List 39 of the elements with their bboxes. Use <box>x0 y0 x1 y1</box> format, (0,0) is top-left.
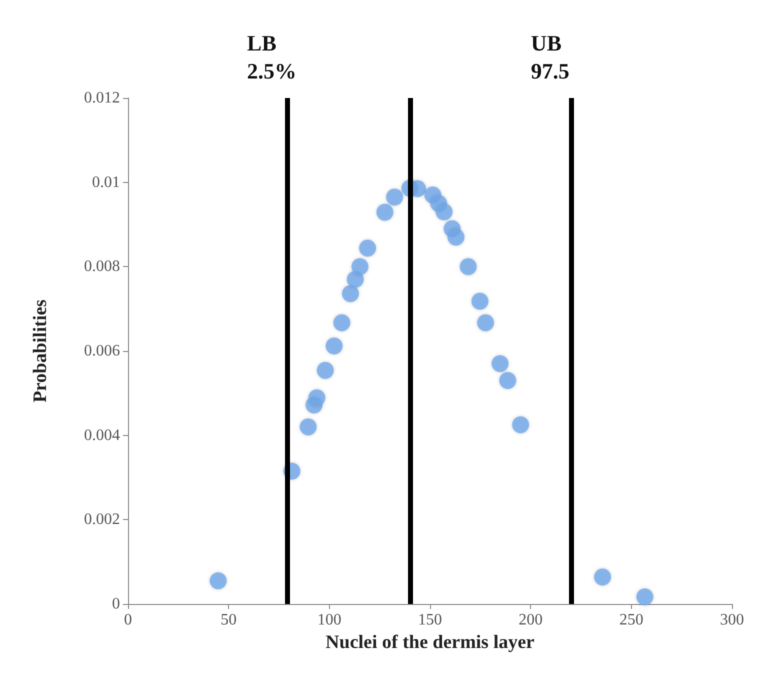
point <box>512 416 530 434</box>
point <box>594 568 612 586</box>
point <box>308 389 326 406</box>
y-tick-label: 0.006 <box>84 342 120 360</box>
x-tick-label: 50 <box>220 612 237 628</box>
point <box>471 292 488 310</box>
ref-line-label: LB 2.5% <box>247 30 297 84</box>
point <box>499 372 516 390</box>
y-axis-title: Probabilities <box>30 299 51 403</box>
point <box>300 418 317 436</box>
x-tick-label: 250 <box>619 612 644 628</box>
point <box>636 588 654 606</box>
x-axis-title: Nuclei of the dermis layer <box>326 632 536 653</box>
point <box>359 240 376 257</box>
point <box>210 572 227 590</box>
x-tick-label: 200 <box>518 612 543 628</box>
point <box>386 188 404 206</box>
x-tick-label: 0 <box>124 612 132 628</box>
point <box>316 362 334 379</box>
y-tick-label: 0.004 <box>84 426 120 444</box>
y-tick-label: 0 <box>112 596 120 612</box>
ref-line-label: UB 97.5 <box>530 30 570 84</box>
point <box>460 258 477 276</box>
point <box>492 355 509 372</box>
x-tick-label: 100 <box>317 612 342 628</box>
y-tick-label: 0.008 <box>84 258 120 276</box>
y-tick-label: 0.002 <box>84 511 120 528</box>
point <box>436 203 453 220</box>
point <box>447 228 464 246</box>
point <box>326 337 343 354</box>
y-tick-label: 0.01 <box>92 174 120 191</box>
point <box>333 314 350 332</box>
x-tick-label: 300 <box>720 612 744 628</box>
point <box>342 285 359 302</box>
point <box>376 204 394 221</box>
x-tick-label: 150 <box>418 612 442 628</box>
point <box>351 258 368 276</box>
point <box>477 314 494 332</box>
y-tick-label: 0.012 <box>84 90 120 106</box>
